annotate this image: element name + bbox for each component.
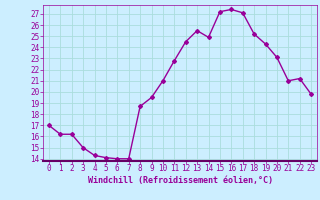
- X-axis label: Windchill (Refroidissement éolien,°C): Windchill (Refroidissement éolien,°C): [87, 176, 273, 185]
